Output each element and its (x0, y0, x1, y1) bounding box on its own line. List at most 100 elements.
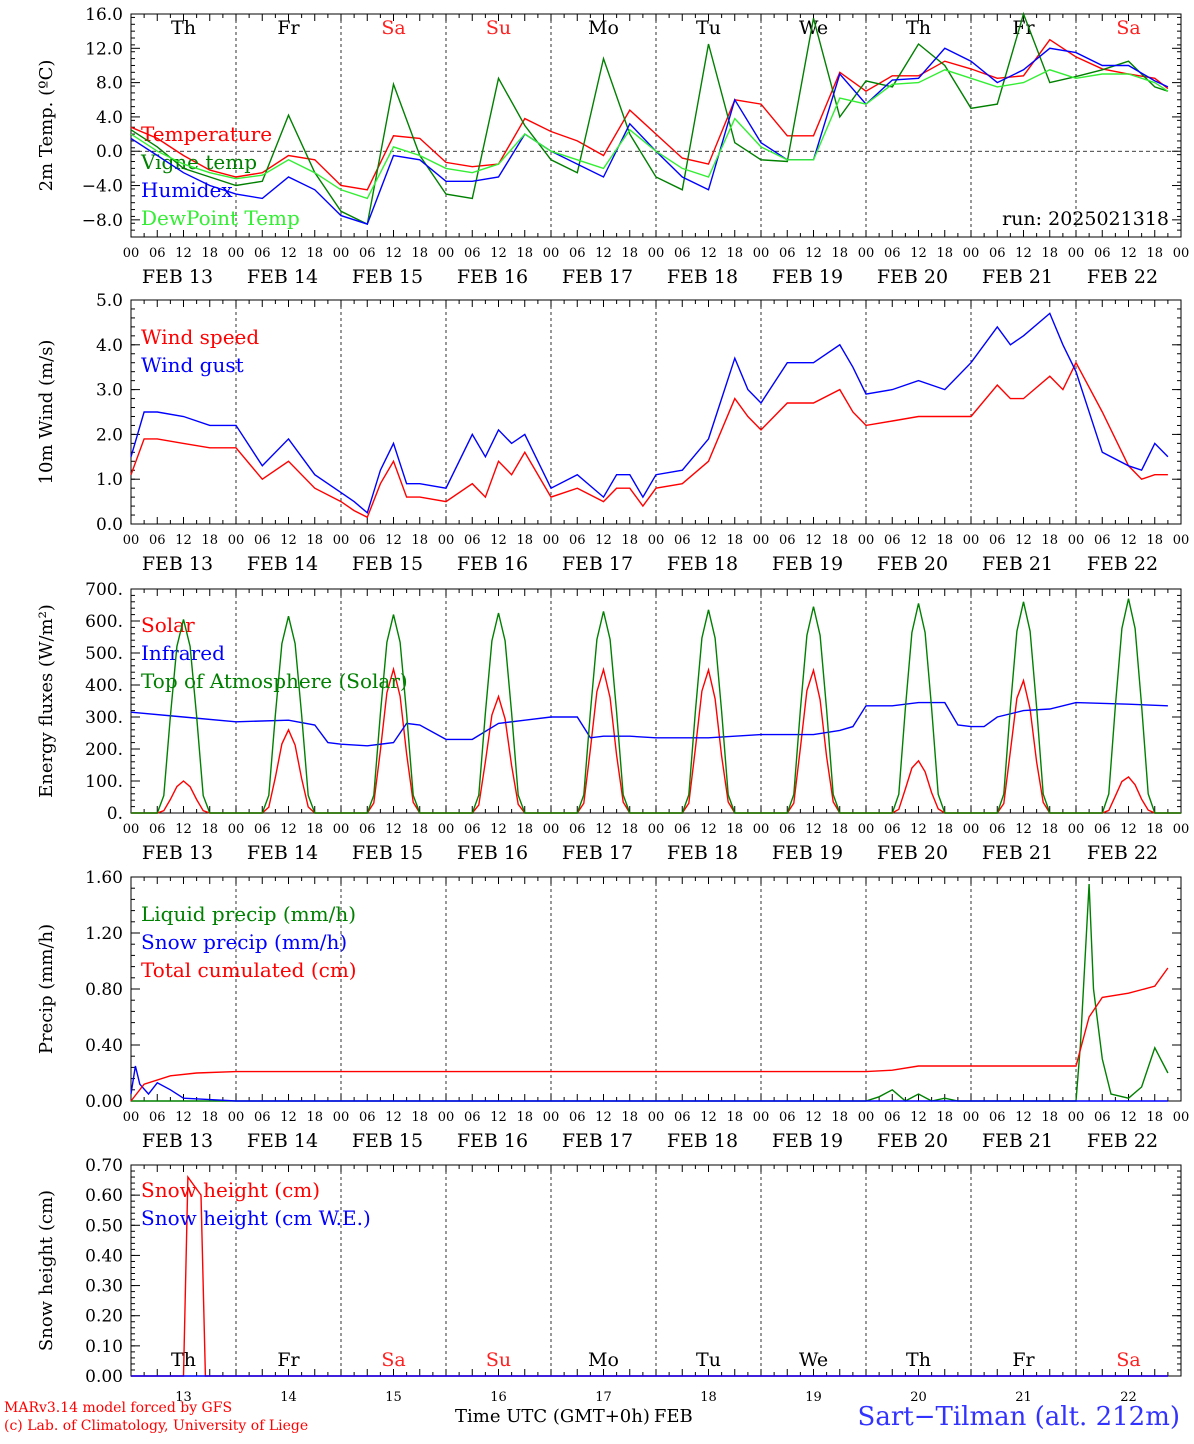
hour-tick-label: 06 (359, 1110, 376, 1125)
hour-tick-label: 06 (779, 533, 796, 548)
hour-tick-label: 12 (805, 822, 822, 837)
hour-tick-label: 12 (1015, 1110, 1032, 1125)
hour-tick-label: 12 (805, 246, 822, 261)
hour-tick-label: 18 (306, 533, 323, 548)
hour-tick-label: 00 (753, 246, 770, 261)
hour-tick-label: 06 (884, 246, 901, 261)
y-tick-label: 0.00 (85, 1092, 123, 1112)
hour-tick-label: 00 (1068, 822, 1085, 837)
date-label: FEB 20 (877, 842, 948, 864)
hour-tick-label: 00 (228, 822, 245, 837)
y-tick-label: 4.0 (96, 108, 123, 128)
hour-tick-label: 12 (700, 533, 717, 548)
date-label: FEB 13 (142, 1130, 213, 1152)
hour-tick-label: 18 (1041, 246, 1058, 261)
y-tick-label: 0.50 (85, 1216, 123, 1236)
run-label: run: 2025021318 (1002, 208, 1169, 230)
model-line: MARv3.14 model forced by GFS (4, 1400, 233, 1416)
hour-tick-label: 06 (569, 246, 586, 261)
day-name-label: Su (486, 1349, 511, 1371)
y-tick-label: 0. (107, 804, 123, 824)
date-label: FEB 16 (457, 553, 528, 575)
y-tick-label: 1.20 (85, 924, 123, 944)
hour-tick-label: 12 (1120, 822, 1137, 837)
date-label: FEB 18 (667, 553, 738, 575)
hour-tick-label: 00 (1068, 533, 1085, 548)
series-line-wind-speed (130, 361, 1168, 519)
hour-tick-label: 18 (621, 1110, 638, 1125)
day-name-label: Sa (1116, 1349, 1140, 1371)
plot-frame (130, 13, 1182, 238)
y-tick-label: 16.0 (85, 5, 123, 25)
day-name-label: Th (171, 17, 196, 39)
x-axis-month: FEB (653, 1406, 693, 1427)
day-name-label: Mo (588, 17, 619, 39)
hour-tick-label: 18 (306, 1110, 323, 1125)
chart-panel-5: 0.00 0.10 0.20 0.30 0.40 0.50 0.60 0.70 Snow hei… (36, 1156, 1182, 1405)
hour-tick-label: 00 (963, 1110, 980, 1125)
hour-tick-label: 00 (1068, 1110, 1085, 1125)
date-label: FEB 19 (772, 842, 843, 864)
hour-tick-label: 00 (858, 533, 875, 548)
hour-tick-label: 06 (464, 1110, 481, 1125)
hour-tick-label: 12 (1120, 533, 1137, 548)
y-tick-label: 0.40 (85, 1036, 123, 1056)
date-label: FEB 15 (352, 553, 423, 575)
date-label: FEB 19 (772, 266, 843, 288)
legend-entry: Top of Atmosphere (Solar) (141, 669, 408, 693)
date-label: FEB 14 (247, 842, 318, 864)
hour-tick-label: 18 (1146, 1110, 1163, 1125)
hour-tick-label: 18 (201, 246, 218, 261)
hour-tick-label: 18 (831, 246, 848, 261)
hour-tick-label: 12 (385, 1110, 402, 1125)
hour-tick-label: 12 (1015, 822, 1032, 837)
chart-panel-1: −8.0 −4.0 0.0 4.0 8.0 12.0 16.0 2m Temp. (ºC) 00… (36, 5, 1189, 288)
series-line-dewpoint-temp (130, 69, 1169, 200)
hour-tick-label: 06 (254, 1110, 271, 1125)
hour-tick-label: 06 (884, 533, 901, 548)
day-number-label: 15 (385, 1390, 402, 1405)
legend-entry: Liquid precip (mm/h) (141, 902, 356, 926)
hour-tick-label: 06 (779, 246, 796, 261)
hour-tick-label: 12 (910, 246, 927, 261)
hour-tick-label: 06 (674, 822, 691, 837)
hour-tick-label: 00 (648, 1110, 665, 1125)
day-name-label: Su (486, 17, 511, 39)
y-tick-label: 700. (85, 580, 123, 600)
x-axis-title-text: Time UTC (GMT+0h) (455, 1406, 650, 1427)
hour-tick-label: 18 (726, 822, 743, 837)
date-label: FEB 16 (457, 1130, 528, 1152)
hour-tick-label: 06 (254, 246, 271, 261)
y-tick-label: 300. (85, 708, 123, 728)
hour-tick-label: 18 (936, 822, 953, 837)
day-name-label: Fr (277, 1349, 300, 1371)
y-tick-label: 8.0 (96, 74, 123, 94)
date-label: FEB 21 (982, 266, 1053, 288)
hour-tick-label: 12 (700, 1110, 717, 1125)
chart-panel-3: 0. 100. 200. 300. 400. 500. 600. 700. Energy flu… (36, 580, 1189, 864)
hour-tick-label: 06 (464, 533, 481, 548)
hour-tick-label: 00 (228, 1110, 245, 1125)
legend-entry: Humidex (141, 178, 233, 202)
series-line-wind-gust (130, 312, 1169, 515)
hour-tick-label: 06 (989, 1110, 1006, 1125)
hour-tick-label: 00 (438, 1110, 455, 1125)
series-line-vigne-temp (130, 11, 1169, 226)
hour-tick-label: 12 (490, 1110, 507, 1125)
hour-tick-label: 12 (280, 1110, 297, 1125)
hour-tick-label: 12 (175, 246, 192, 261)
day-name-label: Fr (277, 17, 300, 39)
hour-tick-label: 12 (385, 822, 402, 837)
hour-tick-label: 06 (464, 246, 481, 261)
y-tick-label: 200. (85, 740, 123, 760)
hour-tick-label: 18 (201, 1110, 218, 1125)
day-number-label: 21 (1015, 1390, 1032, 1405)
date-label: FEB 22 (1087, 842, 1158, 864)
y-tick-label: 3.0 (96, 381, 123, 401)
hour-tick-label: 18 (621, 533, 638, 548)
hour-tick-label: 00 (123, 246, 140, 261)
hour-tick-label: 12 (1120, 1110, 1137, 1125)
hour-tick-label: 06 (674, 533, 691, 548)
date-label: FEB 18 (667, 842, 738, 864)
